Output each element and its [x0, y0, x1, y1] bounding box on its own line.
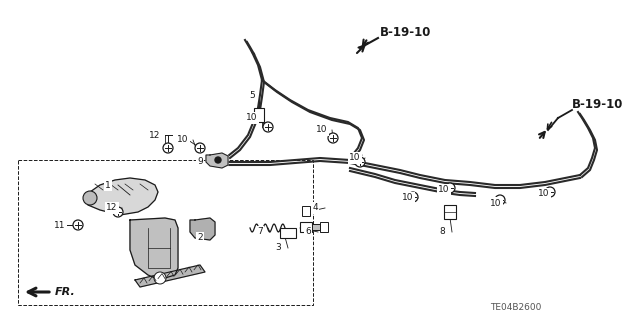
Circle shape — [73, 220, 83, 230]
Circle shape — [545, 187, 555, 197]
Text: 6: 6 — [305, 227, 311, 236]
Text: 5: 5 — [249, 91, 255, 100]
Polygon shape — [135, 265, 205, 287]
Circle shape — [328, 133, 338, 143]
Text: 10: 10 — [490, 198, 502, 207]
Circle shape — [355, 157, 365, 167]
Text: 7: 7 — [257, 227, 263, 236]
Text: 2: 2 — [197, 234, 203, 242]
Bar — [254, 108, 264, 122]
Circle shape — [495, 195, 505, 205]
Text: 11: 11 — [54, 220, 66, 229]
Bar — [444, 205, 456, 219]
Circle shape — [163, 143, 173, 153]
Bar — [320, 222, 328, 232]
Circle shape — [408, 192, 418, 202]
Polygon shape — [85, 178, 158, 215]
Polygon shape — [190, 218, 215, 240]
Circle shape — [83, 191, 97, 205]
Circle shape — [263, 122, 273, 132]
Text: 10: 10 — [246, 114, 258, 122]
Polygon shape — [130, 218, 178, 278]
Text: B-19-10: B-19-10 — [572, 99, 623, 112]
Text: 4: 4 — [312, 204, 318, 212]
Bar — [312, 224, 320, 230]
Text: B-19-10: B-19-10 — [380, 26, 431, 39]
Bar — [302, 206, 310, 216]
Circle shape — [445, 183, 455, 193]
Circle shape — [215, 157, 221, 163]
Text: 10: 10 — [177, 136, 189, 145]
Text: 3: 3 — [275, 243, 281, 253]
Polygon shape — [206, 153, 228, 168]
Bar — [280, 228, 296, 238]
Bar — [18, 160, 313, 305]
Text: 12: 12 — [106, 204, 118, 212]
Text: 9: 9 — [197, 158, 203, 167]
Circle shape — [195, 143, 205, 153]
Text: TE04B2600: TE04B2600 — [490, 303, 541, 313]
Text: 10: 10 — [438, 186, 450, 195]
Text: 10: 10 — [349, 153, 361, 162]
Text: FR.: FR. — [55, 287, 76, 297]
Text: 1: 1 — [105, 181, 111, 189]
Text: 12: 12 — [149, 130, 161, 139]
Text: 10: 10 — [403, 194, 413, 203]
Text: 10: 10 — [538, 189, 550, 198]
Bar — [300, 222, 312, 232]
Circle shape — [113, 207, 123, 217]
Text: 10: 10 — [316, 125, 328, 135]
Circle shape — [154, 272, 166, 284]
Text: 8: 8 — [439, 227, 445, 236]
